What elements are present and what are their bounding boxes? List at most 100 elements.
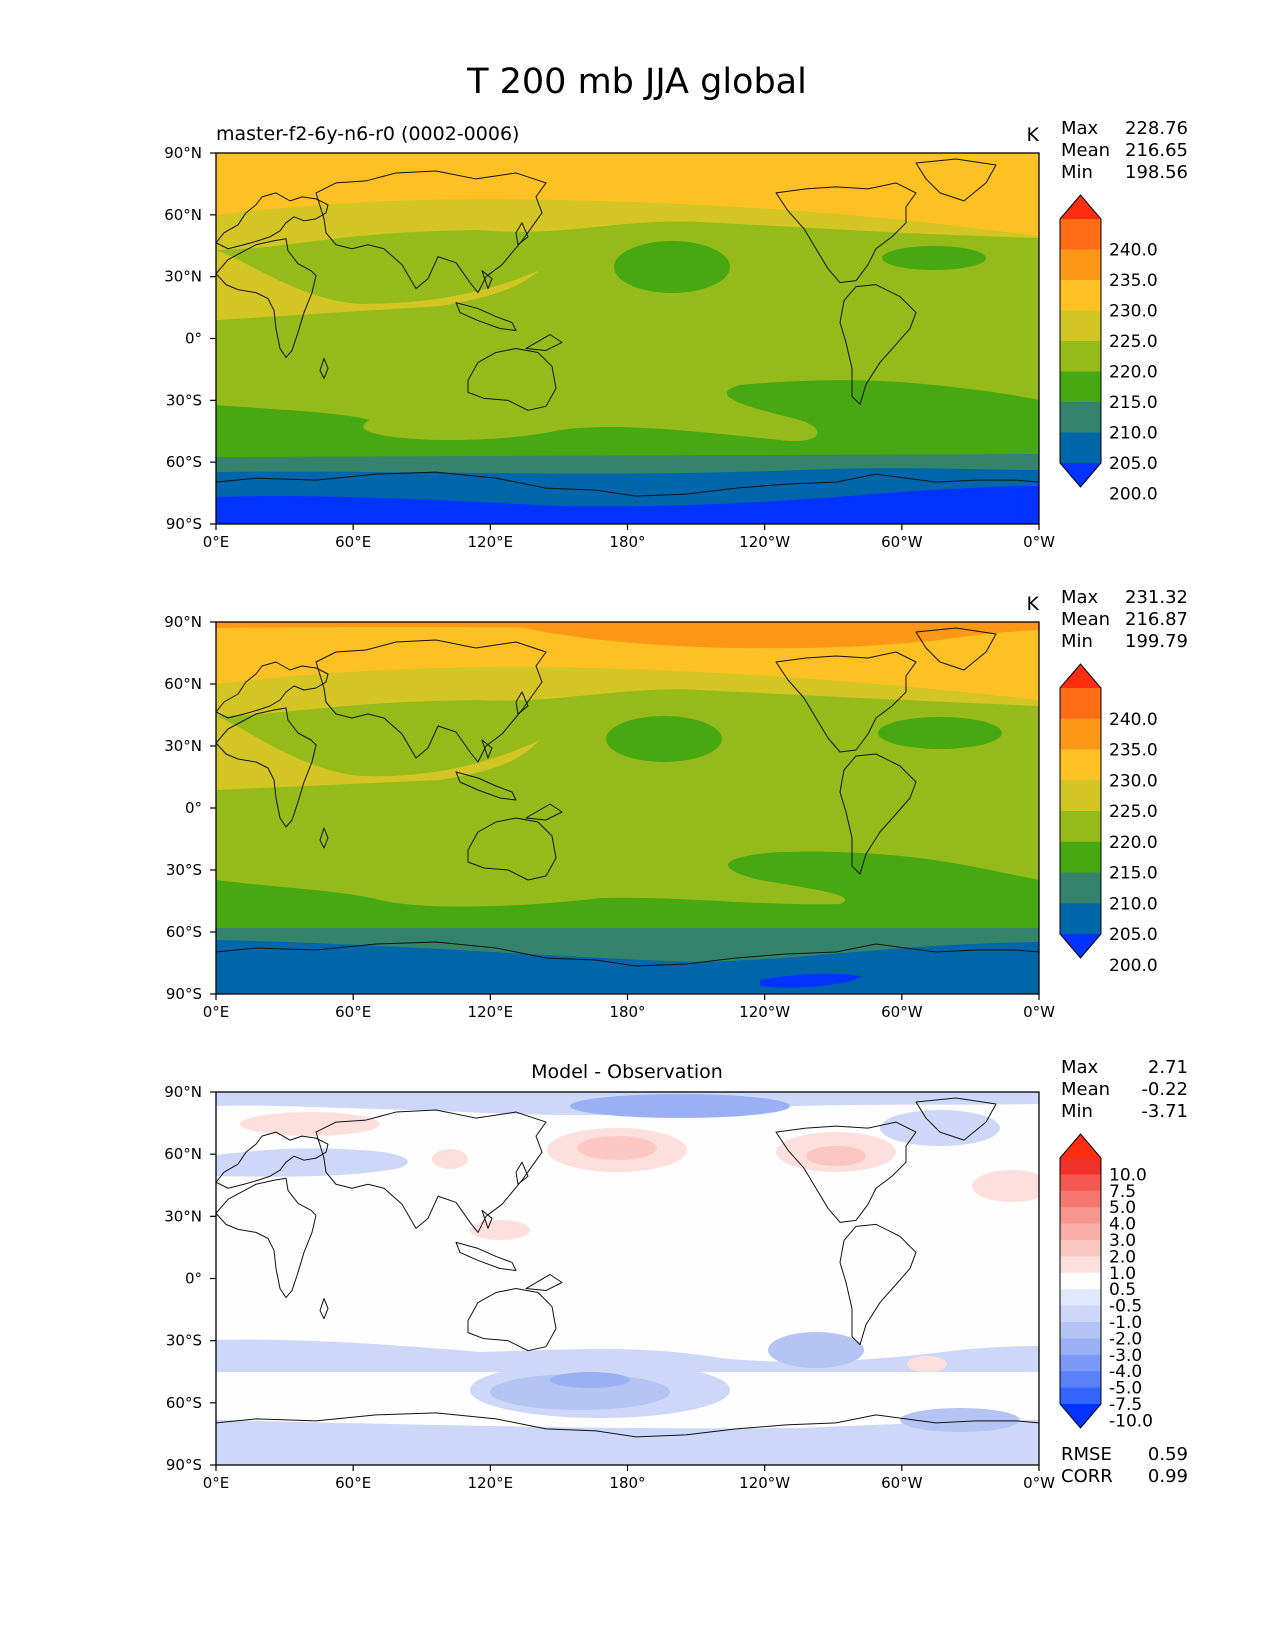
colorbar-segment — [1060, 811, 1101, 843]
colorbar-segment — [1060, 341, 1101, 372]
colorbar-segment — [1060, 1338, 1101, 1356]
panel-difference: Model - Observation — [164, 1057, 1188, 1492]
colorbar-segment — [1060, 718, 1101, 750]
stats-block: Max 2.71 Mean -0.22 Min -3.71 — [1061, 1057, 1188, 1122]
lat-tick-label: 90°N — [164, 613, 202, 631]
colorbar-label: -1.0 — [1109, 1313, 1142, 1333]
contour-210-npac — [606, 716, 722, 762]
colorbar-segment — [1060, 310, 1101, 342]
colorbar-segment — [1060, 432, 1101, 464]
lat-tick-label: 30°N — [164, 268, 202, 286]
colorbar-label: 210.0 — [1109, 894, 1158, 914]
lat-tick-label: 90°N — [164, 1083, 202, 1101]
contour-210-npac — [614, 241, 730, 293]
colorbar-label: 2.0 — [1109, 1247, 1136, 1267]
diff-neg-antarctic-core — [900, 1408, 1020, 1432]
lon-tick-label: 60°W — [881, 533, 923, 551]
stat-mean-label: Mean — [1061, 140, 1110, 161]
map-field — [216, 1092, 1039, 1465]
lat-tick-label: 90°S — [166, 985, 202, 1003]
diff-neg-antarctic — [216, 1420, 1039, 1465]
panel-model: master-f2-6y-n6-r0 (0002-0006) K 90°N 60°… — [164, 118, 1188, 551]
diff-pos-china — [470, 1220, 530, 1240]
lon-tick-label: 180° — [609, 1474, 645, 1492]
lat-tick-label: 60°N — [164, 1145, 202, 1163]
stat-min-value: 198.56 — [1125, 162, 1188, 183]
stat-max-label: Max — [1061, 587, 1099, 608]
colorbar-label: 210.0 — [1109, 424, 1158, 444]
colorbar-segment — [1060, 1272, 1101, 1290]
colorbar-label: -5.0 — [1109, 1379, 1142, 1399]
colorbar-segment — [1060, 249, 1101, 281]
colorbar-segment — [1060, 1256, 1101, 1274]
rmse-label: RMSE — [1061, 1444, 1112, 1465]
stat-min-label: Min — [1061, 1101, 1093, 1122]
colorbar-segment — [1060, 280, 1101, 311]
contour-230-arctic2 — [500, 622, 1039, 649]
colorbar-segment — [1060, 1174, 1101, 1192]
corr-value: 0.99 — [1148, 1466, 1188, 1487]
colorbar-extend-max — [1060, 664, 1101, 688]
lon-tick-label: 0°W — [1023, 1003, 1055, 1021]
colorbar-label: 225.0 — [1109, 802, 1158, 822]
diff-pos-atlantic — [972, 1170, 1039, 1202]
lat-tick-label: 60°S — [166, 923, 202, 941]
lat-tick-label: 60°S — [166, 1394, 202, 1412]
colorbar-label: 3.0 — [1109, 1231, 1136, 1251]
lat-tick-label: 0° — [185, 1270, 202, 1288]
colorbar-label: 215.0 — [1109, 864, 1158, 884]
lon-tick-label: 60°W — [881, 1003, 923, 1021]
lat-tick-label: 90°N — [164, 144, 202, 162]
stats-block: Max 231.32 Mean 216.87 Min 199.79 — [1061, 587, 1188, 652]
stat-mean-label: Mean — [1061, 609, 1110, 630]
colorbar-label: 4.0 — [1109, 1215, 1136, 1235]
colorbar-segment — [1060, 749, 1101, 781]
stat-max-label: Max — [1061, 118, 1099, 139]
colorbar-segment — [1060, 1190, 1101, 1208]
stat-max-value: 2.71 — [1148, 1057, 1188, 1078]
colorbar-label: -10.0 — [1109, 1411, 1153, 1431]
lon-tick-label: 120°E — [468, 1474, 514, 1492]
colorbar-segment — [1060, 1387, 1101, 1405]
colorbar-extend-max — [1060, 1134, 1101, 1158]
lon-tick-label: 60°E — [335, 533, 371, 551]
colorbar-label: -3.0 — [1109, 1346, 1142, 1366]
colorbar-extend-max — [1060, 195, 1101, 219]
lon-tick-label: 120°W — [739, 533, 790, 551]
colorbar-label: 220.0 — [1109, 833, 1158, 853]
colorbar-segment — [1060, 841, 1101, 873]
lon-tick-label: 120°E — [468, 1003, 514, 1021]
diff-neg-spac — [768, 1332, 864, 1368]
stat-mean-value: 216.87 — [1125, 609, 1188, 630]
lon-tick-label: 60°W — [881, 1474, 923, 1492]
stat-max-value: 231.32 — [1125, 587, 1188, 608]
diff-pos-satl — [907, 1356, 947, 1372]
lon-tick-label: 0°E — [203, 533, 230, 551]
contour-210-natl — [882, 246, 986, 270]
map-field — [216, 622, 1039, 994]
diff-neg-europe — [216, 1148, 408, 1177]
colorbar-label: 200.0 — [1109, 485, 1158, 505]
stat-min-value: -3.71 — [1141, 1101, 1188, 1122]
colorbar-label: -4.0 — [1109, 1362, 1142, 1382]
stat-min-value: 199.79 — [1125, 631, 1188, 652]
lat-tick-label: 60°S — [166, 453, 202, 471]
colorbar-extend-min — [1060, 934, 1101, 958]
colorbar-label: 10.0 — [1109, 1165, 1147, 1185]
colorbar-label: 7.5 — [1109, 1182, 1136, 1202]
colorbar-label: 205.0 — [1109, 454, 1158, 474]
contour-210-natl — [878, 717, 1002, 749]
colorbar-extend-min — [1060, 463, 1101, 487]
lat-tick-label: 30°N — [164, 737, 202, 755]
metrics-block: RMSE 0.59 CORR 0.99 — [1061, 1444, 1188, 1487]
diff-neg-pacific-core — [550, 1372, 630, 1388]
colorbar-segment — [1060, 219, 1101, 250]
colorbar-segment — [1060, 1322, 1101, 1339]
stat-mean-label: Mean — [1061, 1079, 1110, 1100]
lon-tick-label: 60°E — [335, 1474, 371, 1492]
colorbar-label: -2.0 — [1109, 1329, 1142, 1349]
colorbar-outline — [1059, 663, 1102, 959]
lon-tick-label: 180° — [609, 533, 645, 551]
lat-tick-label: 0° — [185, 330, 202, 348]
